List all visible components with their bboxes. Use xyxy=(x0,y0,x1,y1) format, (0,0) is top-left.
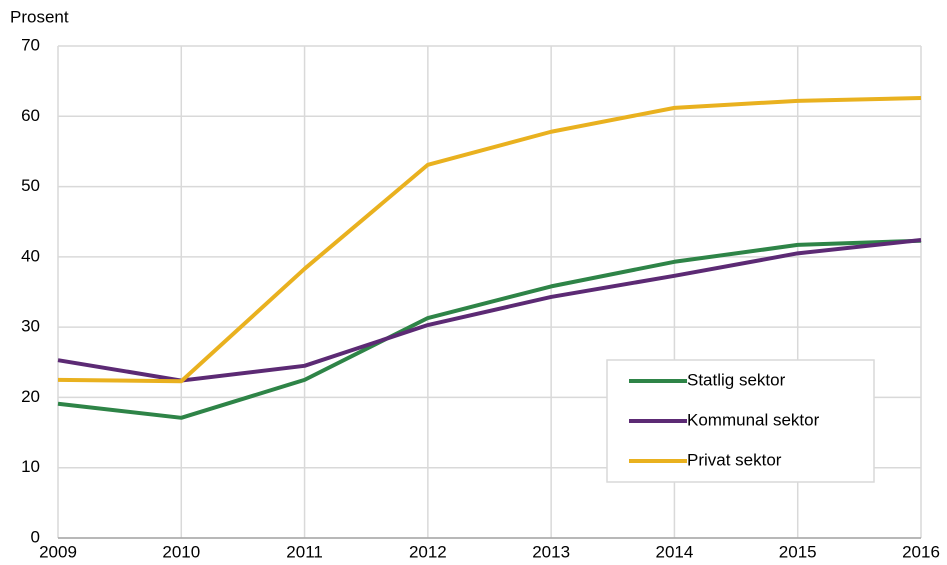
y-tick-label: 20 xyxy=(21,387,40,406)
legend-label: Statlig sektor xyxy=(687,370,786,389)
line-series xyxy=(57,238,922,420)
y-tick-label: 40 xyxy=(21,246,40,265)
x-tick-label: 2010 xyxy=(162,542,200,561)
y-tick-label: 0 xyxy=(31,527,40,546)
x-tick-label: 2014 xyxy=(656,542,694,561)
x-tick-label: 2012 xyxy=(409,542,447,561)
x-tick-label: 2011 xyxy=(286,542,323,561)
line-series xyxy=(57,96,922,384)
y-tick-label: 50 xyxy=(21,176,40,195)
x-tick-label: 2009 xyxy=(39,542,77,561)
legend-label: Privat sektor xyxy=(687,450,782,469)
x-tick-label: 2016 xyxy=(902,542,940,561)
x-tick-label: 2015 xyxy=(779,542,817,561)
x-tick-label: 2013 xyxy=(532,542,570,561)
y-axis-label: Prosent xyxy=(10,7,69,26)
line-series xyxy=(57,238,922,383)
y-tick-label: 70 xyxy=(21,35,40,54)
y-tick-label: 10 xyxy=(21,457,40,476)
y-tick-label: 30 xyxy=(21,317,40,336)
legend-label: Kommunal sektor xyxy=(687,410,820,429)
y-tick-label: 60 xyxy=(21,106,40,125)
